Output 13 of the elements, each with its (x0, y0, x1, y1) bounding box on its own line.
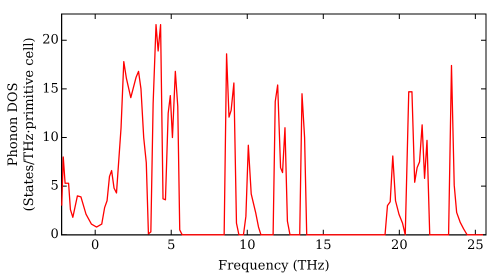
x-tick-label: 20 (391, 238, 408, 253)
x-tick-label: 0 (91, 238, 100, 253)
y-tick-label: 10 (42, 130, 59, 145)
x-tick-label: 10 (238, 238, 256, 253)
y-tick-label: 0 (50, 227, 59, 242)
x-tick-label: 25 (467, 238, 484, 253)
x-axis-title: Frequency (THz) (218, 258, 330, 274)
x-tick-label: 5 (167, 238, 176, 253)
x-tick-label: 15 (315, 238, 332, 253)
y-tick-label: 20 (42, 32, 59, 48)
y-tick-label: 5 (50, 178, 59, 194)
y-tick-label: 15 (42, 81, 59, 96)
y-axis-title: Phonon DOS (States/THz·primitive cell) (6, 37, 37, 212)
